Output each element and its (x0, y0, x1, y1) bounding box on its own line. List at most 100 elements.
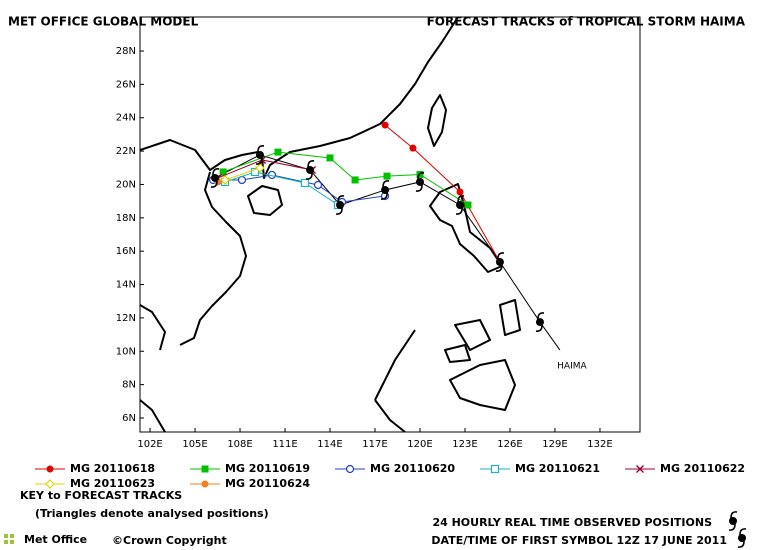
date-note: DATE/TIME OF FIRST SYMBOL 12Z 17 JUNE 20… (431, 534, 727, 547)
storm-arm (730, 511, 738, 519)
x-tick-label: 129E (542, 439, 567, 450)
track-point (383, 172, 391, 180)
storm-arm (728, 523, 736, 531)
storm-core (255, 150, 264, 159)
x-tick-label: 114E (317, 439, 342, 450)
storm-core (535, 318, 544, 327)
storm-core (738, 534, 746, 542)
x-tick-label: 108E (227, 439, 252, 450)
storm-core (495, 258, 504, 267)
storm-arm (210, 180, 218, 188)
track-point (255, 163, 265, 173)
storm-arm (737, 540, 745, 548)
track-point (250, 167, 260, 177)
y-tick-label: 28N (116, 46, 136, 57)
track-point (219, 168, 227, 176)
x-tick-label: 120E (407, 439, 432, 450)
y-tick-label: 26N (116, 79, 136, 90)
y-tick-label: 14N (116, 280, 136, 291)
hainan (247, 185, 283, 216)
observed-position (455, 195, 465, 215)
storm-arm (497, 252, 505, 260)
copyright: ©Crown Copyright (112, 534, 227, 547)
storm-arm (537, 312, 545, 320)
storm-arm (257, 145, 265, 152)
y-tick-label: 18N (116, 213, 136, 224)
visayas (444, 299, 521, 363)
storm-core (415, 177, 424, 186)
legend-marker (46, 465, 54, 473)
forecast-track (224, 167, 261, 181)
track-point (220, 175, 230, 185)
storm-arm (495, 264, 503, 272)
legend-label: MG 20110623 (70, 477, 155, 490)
key-symbol (728, 511, 738, 531)
y-tick-label: 24N (116, 113, 136, 124)
track-point (274, 148, 282, 156)
storm-core (381, 185, 390, 194)
observed-position (255, 145, 265, 165)
legend-marker (636, 465, 644, 473)
observed-position (380, 180, 390, 200)
observed-position (305, 160, 315, 180)
track-point (300, 178, 310, 188)
y-tick-label: 6N (122, 413, 136, 424)
y-tick-label: 16N (116, 246, 136, 257)
x-tick-label: 123E (452, 439, 477, 450)
x-tick-label: 126E (497, 439, 522, 450)
legend-label: MG 20110618 (70, 462, 155, 475)
met-office-logo: Met Office (4, 533, 87, 546)
storm-arm (535, 325, 543, 332)
forecast-track (213, 174, 386, 203)
legend-label: MG 20110624 (225, 477, 310, 490)
storm-label: HAIMA (557, 362, 587, 372)
logo-text: Met Office (24, 533, 87, 546)
storm-arm (255, 157, 263, 165)
storm-arm (305, 172, 313, 180)
y-tick-label: 22N (116, 146, 136, 157)
track-point (464, 201, 472, 209)
key-title: KEY to FORECAST TRACKS (20, 489, 182, 502)
gulf-coast (140, 304, 166, 351)
y-tick-label: 20N (116, 179, 136, 190)
storm-arm (382, 180, 390, 188)
storm-arm (337, 195, 345, 203)
map-frame (139, 16, 641, 433)
forecast-track (384, 124, 501, 263)
storm-arm (380, 192, 388, 200)
storm-core (336, 200, 345, 209)
legend-marker (201, 465, 209, 473)
x-tick-label: 105E (182, 439, 207, 450)
storm-core (729, 517, 737, 525)
observed-position (335, 195, 345, 215)
observed-position (415, 172, 425, 192)
x-tick-label: 102E (137, 439, 162, 450)
track-point (456, 188, 464, 196)
legend-label: MG 20110619 (225, 462, 310, 475)
x-tick-label: 132E (587, 439, 612, 450)
legend-marker (45, 479, 55, 489)
storm-core (306, 165, 315, 174)
observed-note: 24 HOURLY REAL TIME OBSERVED POSITIONS (432, 516, 712, 529)
track-point (409, 144, 417, 152)
legend-marker (345, 464, 355, 474)
mindanao (449, 359, 516, 411)
china-coast (140, 17, 459, 179)
y-tick-label: 8N (122, 380, 136, 391)
x-tick-label: 111E (272, 439, 297, 450)
chart-title: MET OFFICE GLOBAL MODEL (8, 15, 199, 29)
vietnam-coast (179, 171, 247, 346)
storm-arm (417, 172, 425, 179)
key-symbol (737, 528, 747, 548)
storm-arm (415, 184, 423, 192)
track-point (381, 121, 389, 129)
storm-core (210, 173, 219, 182)
legend-marker (490, 464, 500, 474)
observed-position (210, 168, 220, 188)
chart-subtitle: FORECAST TRACKS of TROPICAL STORM HAIMA (427, 15, 746, 29)
storm-arm (212, 168, 220, 175)
track-point (351, 176, 359, 184)
x-tick-label: 117E (362, 439, 387, 450)
